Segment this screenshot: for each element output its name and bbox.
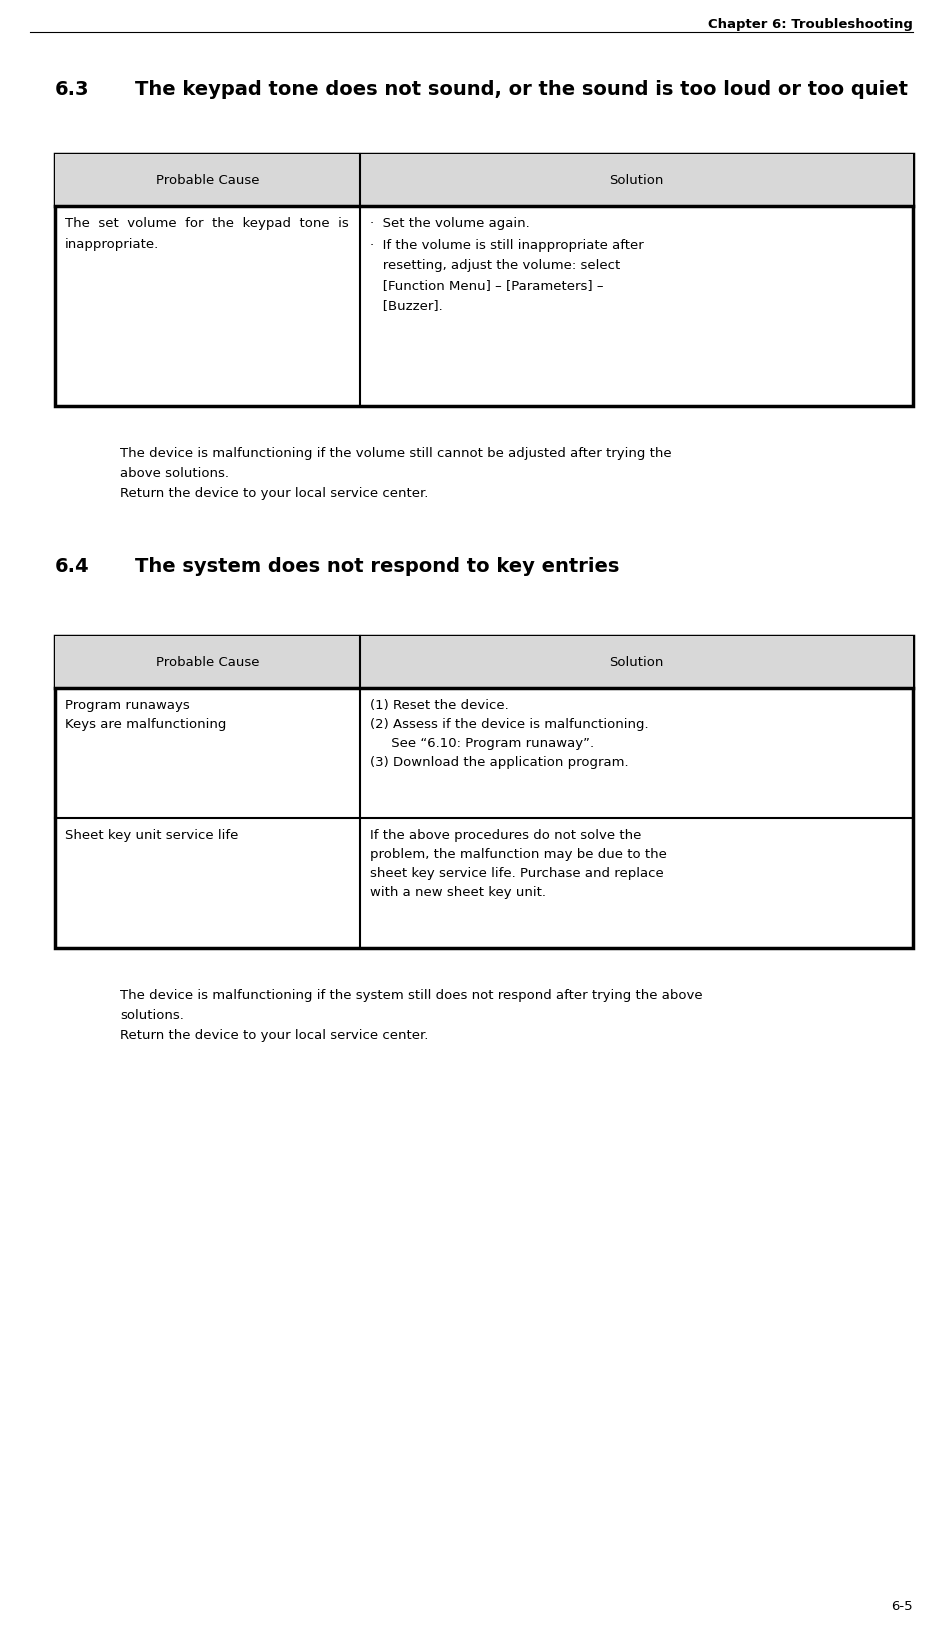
Text: Return the device to your local service center.: Return the device to your local service …: [120, 1029, 428, 1042]
Text: solutions.: solutions.: [120, 1009, 184, 1022]
Text: Solution: Solution: [609, 657, 664, 668]
Text: The keypad tone does not sound, or the sound is too loud or too quiet: The keypad tone does not sound, or the s…: [135, 80, 908, 99]
Text: (1) Reset the device.
(2) Assess if the device is malfunctioning.
     See “6.10: (1) Reset the device. (2) Assess if the …: [370, 699, 648, 768]
Text: Chapter 6: Troubleshooting: Chapter 6: Troubleshooting: [708, 18, 913, 31]
Text: The device is malfunctioning if the system still does not respond after trying t: The device is malfunctioning if the syst…: [120, 988, 703, 1001]
Text: Probable Cause: Probable Cause: [156, 174, 259, 187]
Text: 6-5: 6-5: [891, 1599, 913, 1612]
Text: The system does not respond to key entries: The system does not respond to key entri…: [135, 557, 620, 575]
Text: The device is malfunctioning if the volume still cannot be adjusted after trying: The device is malfunctioning if the volu…: [120, 447, 671, 460]
Text: 6.3: 6.3: [55, 80, 90, 99]
Text: Program runaways
Keys are malfunctioning: Program runaways Keys are malfunctioning: [65, 699, 226, 730]
Bar: [55, 155, 913, 207]
Text: ·  If the volume is still inappropriate after
   resetting, adjust the volume: s: · If the volume is still inappropriate a…: [370, 240, 643, 311]
Text: If the above procedures do not solve the
problem, the malfunction may be due to : If the above procedures do not solve the…: [370, 828, 667, 898]
Text: above solutions.: above solutions.: [120, 466, 229, 479]
Text: 6.4: 6.4: [55, 557, 90, 575]
Text: Solution: Solution: [609, 174, 664, 187]
Bar: [55, 637, 913, 688]
Text: ·  Set the volume again.: · Set the volume again.: [370, 217, 529, 230]
Bar: [55, 637, 913, 949]
Text: Return the device to your local service center.: Return the device to your local service …: [120, 487, 428, 500]
Text: Probable Cause: Probable Cause: [156, 657, 259, 668]
Text: Sheet key unit service life: Sheet key unit service life: [65, 828, 239, 841]
Text: The  set  volume  for  the  keypad  tone  is
inappropriate.: The set volume for the keypad tone is in…: [65, 217, 349, 251]
Bar: [55, 155, 913, 408]
